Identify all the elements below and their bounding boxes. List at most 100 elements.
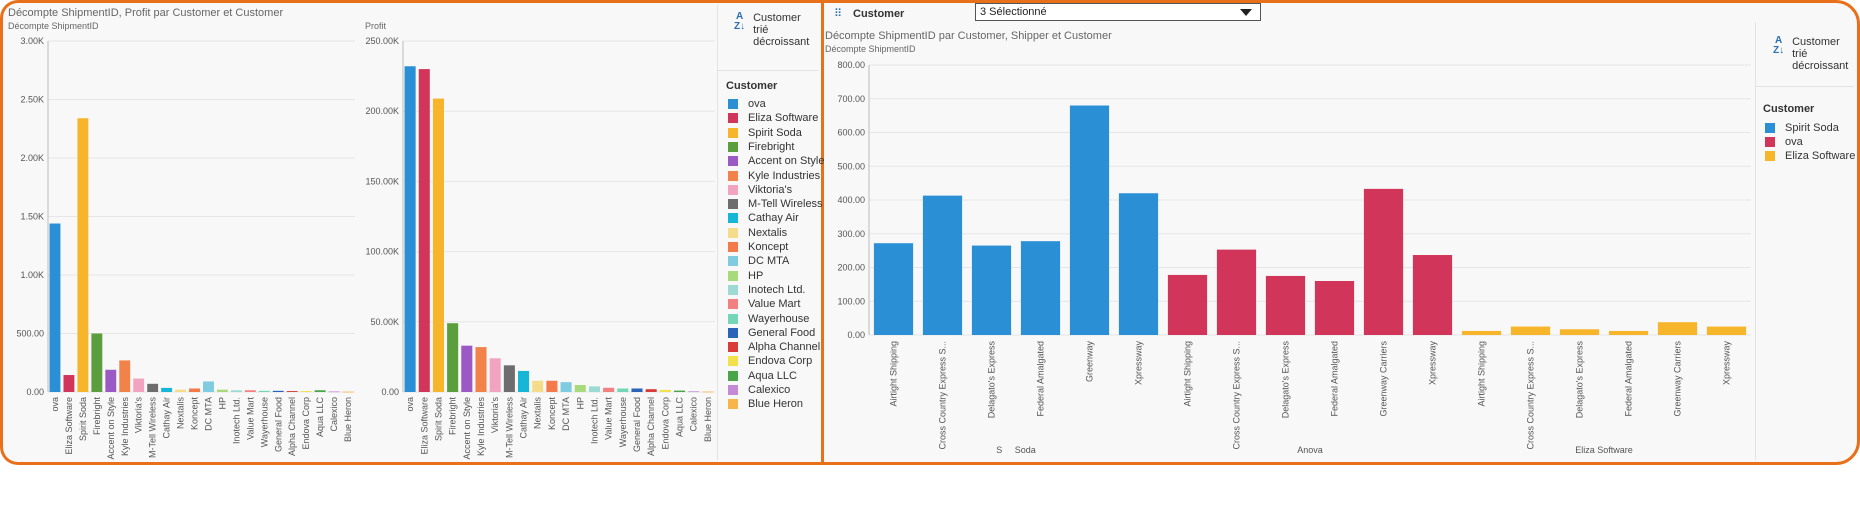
legend-item[interactable]: Wayerhouse — [728, 313, 809, 325]
bar[interactable] — [77, 118, 89, 392]
bar[interactable] — [230, 390, 242, 392]
bar[interactable] — [244, 390, 256, 392]
legend-item[interactable]: Eliza Software — [1765, 150, 1855, 162]
bar[interactable] — [300, 391, 312, 392]
bar[interactable] — [1167, 274, 1208, 335]
legend-item[interactable]: Aqua LLC — [728, 370, 797, 382]
bar[interactable] — [489, 358, 501, 392]
bar[interactable] — [1657, 322, 1698, 335]
bar[interactable] — [461, 345, 473, 392]
bar[interactable] — [49, 223, 61, 392]
legend-item[interactable]: Inotech Ltd. — [728, 284, 806, 296]
bar[interactable] — [1118, 193, 1159, 335]
bar[interactable] — [314, 390, 326, 392]
legend-item[interactable]: ova — [1765, 136, 1803, 148]
legend-item[interactable]: DC MTA — [728, 255, 789, 267]
bar[interactable] — [119, 360, 131, 392]
legend-item[interactable]: Spirit Soda — [1765, 122, 1839, 134]
legend-item[interactable]: Value Mart — [728, 298, 800, 310]
bar[interactable] — [133, 378, 145, 392]
bar[interactable] — [1706, 326, 1747, 335]
bar[interactable] — [617, 388, 629, 392]
legend-item[interactable]: General Food — [728, 327, 815, 339]
bar[interactable] — [432, 98, 444, 393]
bar[interactable] — [1412, 255, 1453, 335]
x-tick-label: Calexico — [329, 397, 339, 432]
bar[interactable] — [189, 388, 200, 392]
legend-item[interactable]: Accent on Style — [728, 155, 824, 167]
bar[interactable] — [603, 387, 615, 392]
legend-item[interactable]: ova — [728, 98, 766, 110]
legend-item[interactable]: Kyle Industries — [728, 170, 820, 182]
legend-swatch — [728, 256, 738, 267]
bar[interactable] — [971, 245, 1012, 335]
bar[interactable] — [286, 391, 298, 392]
legend-item[interactable]: Endova Corp — [728, 355, 812, 367]
legend-swatch — [728, 342, 738, 353]
bar[interactable] — [631, 388, 643, 392]
bar[interactable] — [1510, 326, 1551, 335]
legend-item[interactable]: Spirit Soda — [728, 127, 802, 139]
bar[interactable] — [91, 333, 103, 393]
bar[interactable] — [546, 380, 558, 392]
bar[interactable] — [1608, 330, 1649, 335]
bar[interactable] — [532, 380, 544, 392]
right-sort-control[interactable]: A Z↓ Customer trié décroissant — [1773, 36, 1853, 73]
bar[interactable] — [1559, 329, 1600, 335]
legend-item[interactable]: Eliza Software — [728, 112, 818, 124]
bar[interactable] — [560, 382, 572, 392]
bar[interactable] — [588, 386, 600, 392]
bar[interactable] — [1314, 281, 1355, 335]
legend-item[interactable]: Calexico — [728, 384, 790, 396]
bar[interactable] — [688, 391, 700, 393]
bar[interactable] — [574, 384, 586, 392]
bar[interactable] — [258, 390, 270, 392]
x-tick-label: Firebright — [448, 397, 458, 436]
bar[interactable] — [342, 391, 354, 393]
bar[interactable] — [447, 323, 459, 392]
legend-item[interactable]: Firebright — [728, 141, 794, 153]
x-tick-label: Kyle Industries — [476, 397, 486, 457]
bar[interactable] — [674, 390, 686, 392]
legend-label: Nextalis — [748, 226, 788, 239]
legend-item[interactable]: Nextalis — [728, 227, 787, 239]
bar[interactable] — [1461, 330, 1502, 335]
legend-item[interactable]: Alpha Channel — [728, 341, 820, 353]
legend-item[interactable]: Cathay Air — [728, 212, 799, 224]
legend-item[interactable]: Blue Heron — [728, 398, 803, 410]
bar[interactable] — [1363, 188, 1404, 335]
x-tick-label: Delagato's Express — [1575, 341, 1585, 419]
bar[interactable] — [503, 365, 515, 392]
bar[interactable] — [702, 391, 714, 393]
legend-label: General Food — [748, 326, 816, 339]
bar[interactable] — [1020, 241, 1061, 335]
bar[interactable] — [63, 375, 75, 392]
bar[interactable] — [1216, 249, 1257, 335]
bar[interactable] — [873, 243, 914, 335]
bar[interactable] — [645, 389, 657, 392]
bar[interactable] — [659, 389, 671, 392]
legend-item[interactable]: Koncept — [728, 241, 788, 253]
group-label: Anova — [1297, 445, 1323, 455]
bar[interactable] — [175, 389, 187, 392]
bar[interactable] — [404, 66, 416, 392]
legend-item[interactable]: Viktoria's — [728, 184, 792, 196]
legend-item[interactable]: HP — [728, 270, 763, 282]
bar[interactable] — [272, 390, 284, 392]
bar[interactable] — [922, 195, 963, 335]
bar[interactable] — [518, 370, 530, 392]
x-tick-label: Eliza Software — [64, 397, 74, 455]
bar[interactable] — [105, 369, 117, 392]
bar[interactable] — [1069, 105, 1110, 336]
bar[interactable] — [216, 389, 228, 392]
legend-item[interactable]: M-Tell Wireless — [728, 198, 823, 210]
bar[interactable] — [1265, 275, 1306, 335]
bar[interactable] — [161, 387, 173, 392]
bar[interactable] — [147, 383, 159, 392]
bar[interactable] — [475, 347, 487, 392]
bar[interactable] — [203, 381, 214, 392]
customer-filter-dropdown[interactable]: 3 Sélectionné — [975, 3, 1261, 21]
bar[interactable] — [418, 69, 430, 392]
bar[interactable] — [328, 391, 340, 393]
left-sort-control[interactable]: A Z↓ Customer trié décroissant — [734, 12, 814, 49]
